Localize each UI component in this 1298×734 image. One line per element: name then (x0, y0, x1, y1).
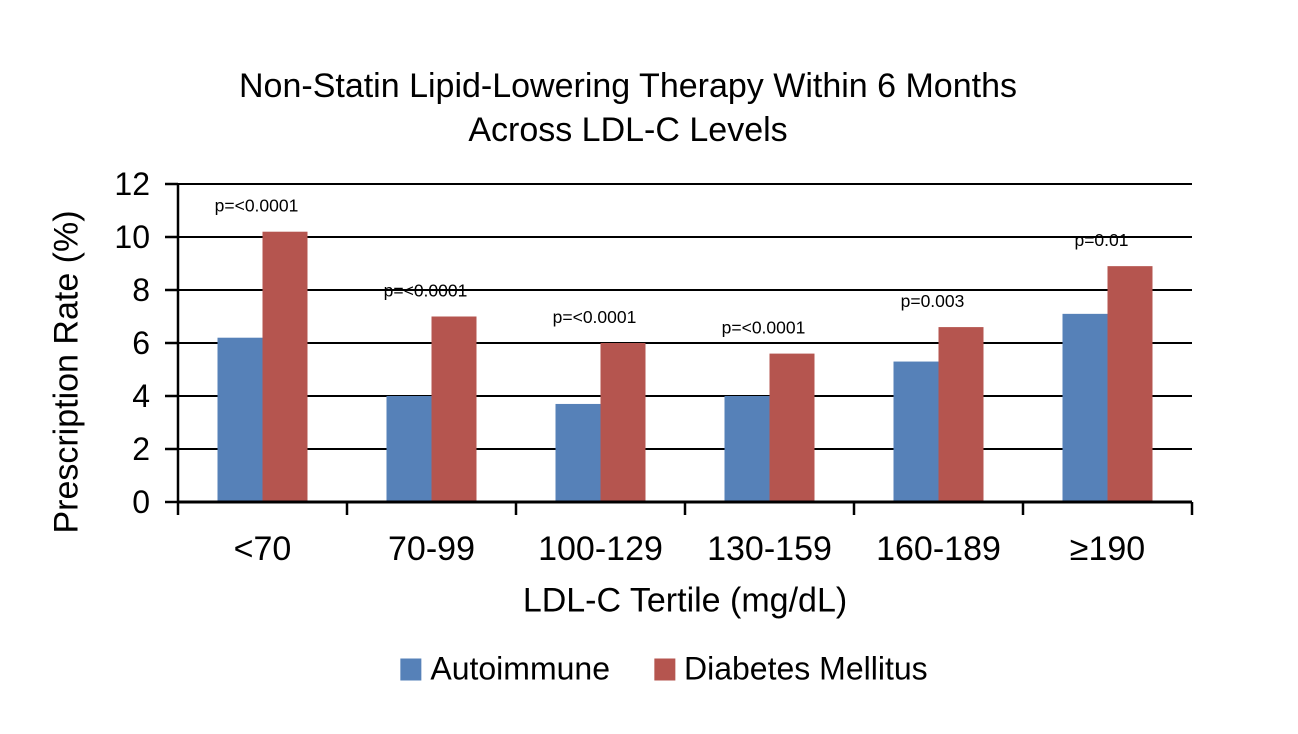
bar-autoimmune-5 (893, 361, 939, 502)
bar-autoimmune-6 (1062, 313, 1108, 502)
y-axis-title: Prescription Rate (%) (47, 210, 86, 534)
y-tick-label-4: 4 (132, 378, 150, 414)
p-value-label-4: p=<0.0001 (722, 318, 806, 338)
bar-diabetes-mellitus-3 (600, 343, 646, 502)
y-tick-label-10: 10 (114, 219, 150, 255)
bar-autoimmune-4 (724, 396, 770, 502)
p-value-label-5: p=0.003 (901, 291, 965, 311)
bar-diabetes-mellitus-1 (262, 231, 308, 502)
x-category-label-5: 160-189 (876, 530, 1001, 568)
y-tick-label-0: 0 (132, 484, 150, 520)
legend-label-diabetes-mellitus: Diabetes Mellitus (683, 650, 928, 687)
x-category-label-4: 130-159 (707, 530, 832, 568)
y-tick-label-2: 2 (132, 431, 150, 467)
legend: Autoimmune Diabetes Mellitus (400, 650, 928, 688)
x-category-label-1: <70 (234, 530, 292, 568)
y-tick-label-8: 8 (132, 272, 150, 308)
legend-swatch-autoimmune-icon (400, 658, 422, 680)
legend-item-diabetes-mellitus: Diabetes Mellitus (653, 650, 928, 688)
p-value-label-2: p=<0.0001 (384, 281, 468, 301)
y-tick-label-12: 12 (114, 166, 150, 202)
legend-label-autoimmune: Autoimmune (430, 650, 610, 687)
p-value-label-3: p=<0.0001 (553, 307, 637, 327)
legend-item-autoimmune: Autoimmune (400, 651, 610, 688)
legend-swatch-diabetes-mellitus-icon (653, 658, 675, 680)
x-category-label-3: 100-129 (538, 530, 663, 568)
p-value-label-6: p=0.01 (1074, 230, 1128, 250)
chart-title-line-1: Non-Statin Lipid-Lowering Therapy Within… (239, 67, 1017, 105)
bar-autoimmune-1 (217, 337, 263, 502)
bar-diabetes-mellitus-4 (769, 353, 815, 502)
y-tick-label-6: 6 (132, 325, 150, 361)
x-category-label-6: ≥190 (1070, 530, 1145, 568)
bar-diabetes-mellitus-6 (1107, 266, 1153, 502)
x-axis-title: LDL-C Tertile (mg/dL) (522, 581, 848, 620)
p-value-label-1: p=<0.0001 (215, 196, 299, 216)
x-category-label-2: 70-99 (388, 530, 475, 568)
bar-autoimmune-3 (555, 403, 601, 502)
bar-diabetes-mellitus-5 (938, 327, 984, 502)
chart-title-line-2: Across LDL-C Levels (468, 111, 788, 149)
chart-title: Non-Statin Lipid-Lowering Therapy Within… (0, 64, 1256, 152)
bar-diabetes-mellitus-2 (431, 316, 477, 502)
bar-autoimmune-2 (386, 396, 432, 502)
